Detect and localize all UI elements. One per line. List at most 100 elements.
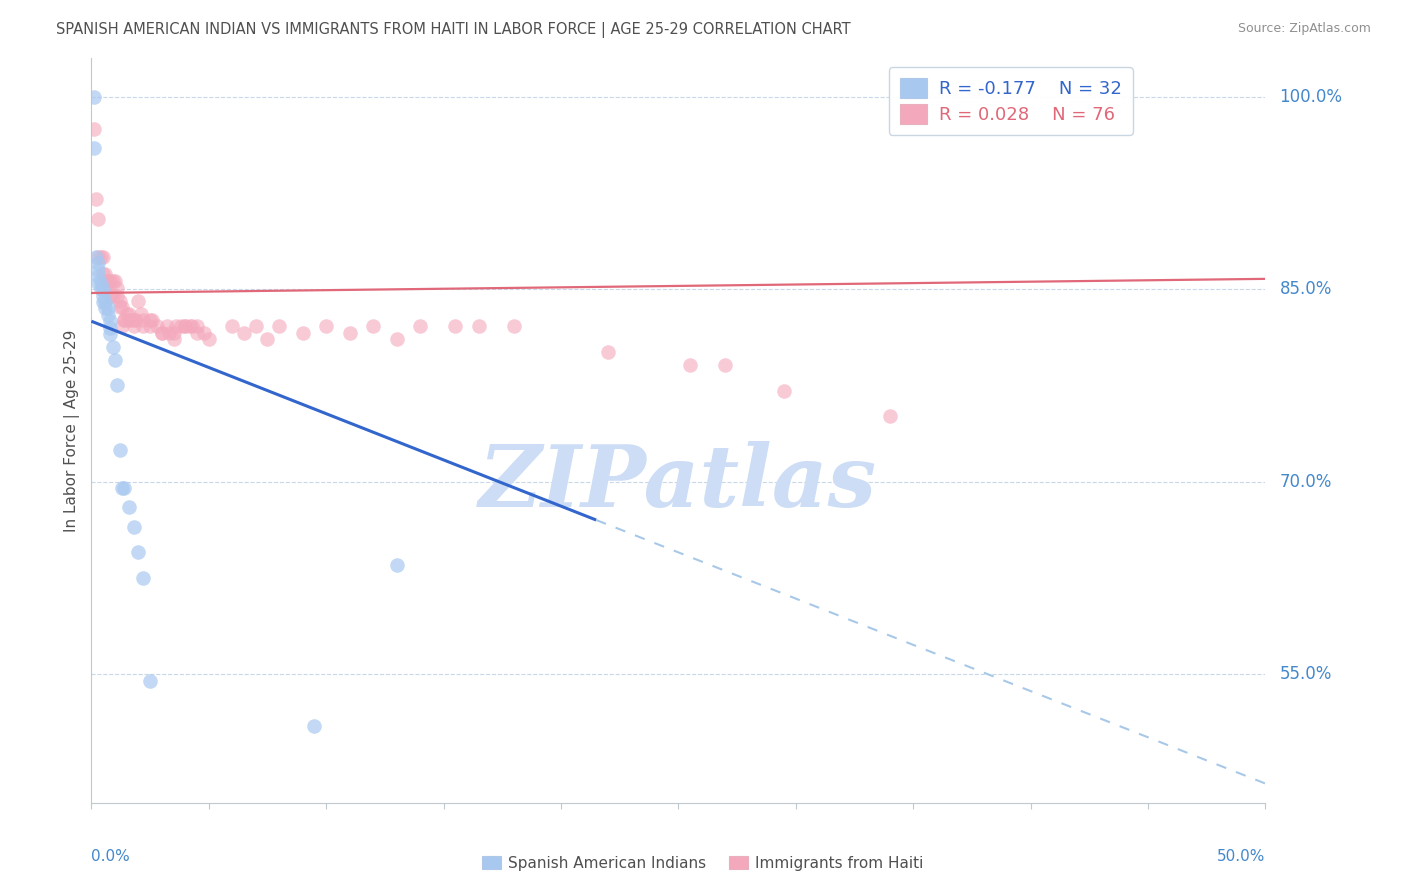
Text: 70.0%: 70.0% (1279, 473, 1331, 491)
Point (409, 319, 432, 334)
Point (157, 326, 180, 340)
Point (98, 320, 121, 334)
Point (181, 319, 204, 334)
Point (105, 378, 128, 392)
Point (596, 345, 619, 359)
Point (87, 250, 110, 264)
Point (127, 545, 149, 559)
Point (87, 211, 110, 226)
Point (104, 275, 127, 289)
Point (132, 319, 155, 334)
Point (139, 319, 162, 334)
Point (127, 293, 149, 308)
Point (111, 481, 134, 495)
Point (112, 481, 135, 495)
Legend: Spanish American Indians, Immigrants from Haiti: Spanish American Indians, Immigrants fro… (478, 851, 928, 875)
Point (98, 288, 121, 302)
Point (83, 89, 105, 103)
Point (108, 300, 131, 314)
Point (91, 282, 114, 296)
Point (165, 319, 187, 334)
Point (97, 275, 120, 289)
Point (83, 141, 105, 155)
Point (879, 409, 901, 424)
Point (773, 384, 796, 398)
Point (91, 295, 114, 310)
Point (87, 263, 110, 277)
Point (339, 326, 361, 340)
Point (361, 319, 384, 334)
Point (122, 519, 145, 533)
Point (233, 326, 256, 340)
Point (122, 313, 145, 327)
Point (125, 313, 148, 327)
Point (118, 500, 141, 515)
Point (101, 275, 124, 289)
Legend: R = -0.177    N = 32, R = 0.028    N = 76: R = -0.177 N = 32, R = 0.028 N = 76 (889, 67, 1133, 135)
Point (94, 301, 117, 316)
Point (162, 332, 184, 346)
Point (385, 332, 408, 346)
Point (174, 319, 197, 334)
Text: 55.0%: 55.0% (1279, 665, 1331, 683)
Point (98, 327, 121, 342)
Point (105, 281, 128, 295)
Point (91, 288, 114, 302)
Point (146, 319, 169, 334)
Point (94, 267, 117, 281)
Point (87, 256, 110, 270)
Point (118, 313, 141, 327)
Point (304, 719, 326, 733)
Point (108, 442, 131, 457)
Point (139, 673, 162, 688)
Point (111, 319, 134, 334)
Point (141, 313, 163, 327)
Point (186, 326, 208, 340)
Point (111, 300, 134, 314)
Point (150, 326, 173, 340)
Point (444, 319, 467, 334)
Point (179, 319, 201, 334)
Point (94, 295, 117, 310)
Point (94, 275, 117, 289)
Point (193, 326, 215, 340)
Point (245, 319, 267, 334)
Point (98, 275, 121, 289)
Point (468, 319, 491, 334)
Point (90, 250, 112, 264)
Text: 100.0%: 100.0% (1279, 87, 1343, 105)
Text: SPANISH AMERICAN INDIAN VS IMMIGRANTS FROM HAITI IN LABOR FORCE | AGE 25-29 CORR: SPANISH AMERICAN INDIAN VS IMMIGRANTS FR… (56, 22, 851, 38)
Point (129, 306, 152, 320)
Y-axis label: In Labor Force | Age 25-29: In Labor Force | Age 25-29 (65, 329, 80, 532)
Point (291, 326, 314, 340)
Point (197, 332, 219, 346)
Point (150, 326, 173, 340)
Text: 85.0%: 85.0% (1279, 280, 1331, 298)
Point (90, 282, 112, 296)
Point (97, 281, 120, 295)
Point (256, 332, 278, 346)
Point (132, 313, 155, 327)
Point (112, 313, 135, 327)
Point (503, 319, 526, 334)
Text: 0.0%: 0.0% (91, 849, 131, 864)
Point (174, 319, 197, 334)
Point (115, 306, 138, 320)
Point (91, 267, 114, 281)
Point (315, 319, 337, 334)
Point (132, 571, 155, 585)
Point (104, 352, 127, 367)
Point (120, 313, 142, 327)
Point (385, 558, 408, 573)
Point (112, 313, 135, 327)
Point (118, 306, 141, 320)
Point (97, 301, 120, 316)
Point (269, 319, 291, 334)
Point (105, 288, 128, 302)
Point (84, 192, 107, 206)
Point (83, 121, 105, 136)
Point (101, 340, 124, 354)
Point (90, 276, 112, 290)
Text: Source: ZipAtlas.com: Source: ZipAtlas.com (1237, 22, 1371, 36)
Point (122, 319, 145, 334)
